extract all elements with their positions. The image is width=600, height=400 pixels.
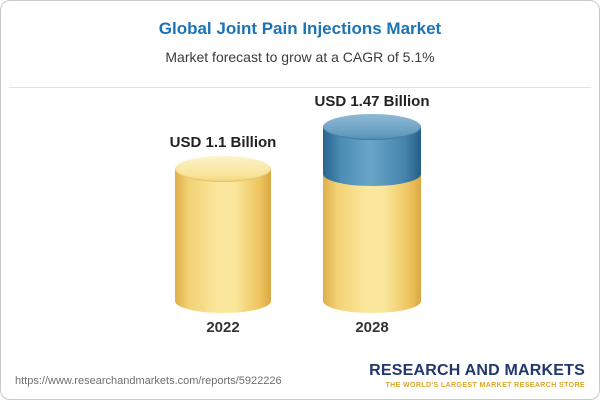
chart-subtitle: Market forecast to grow at a CAGR of 5.1… <box>165 49 435 65</box>
bar-2022-cylinder <box>175 156 271 313</box>
value-label-2022: USD 1.1 Billion <box>169 134 277 151</box>
chart-title: Global Joint Pain Injections Market <box>158 19 442 38</box>
bar-2028-cylinder <box>323 114 421 313</box>
bar-2022-top-cap <box>175 156 271 182</box>
header-divider <box>9 87 591 88</box>
category-label-2028: 2028 <box>355 319 389 336</box>
value-label-2028: USD 1.47 Billion <box>314 93 430 110</box>
bar-2022-body <box>175 169 271 313</box>
logo-text: RESEARCH AND MARKETS <box>369 362 585 379</box>
bar-2028-growth-segment <box>323 114 421 186</box>
chart-area: USD 1.1 Billion USD 1.47 Billion <box>1 88 599 314</box>
bar-2028-top-cap <box>323 114 421 140</box>
research-and-markets-logo: RESEARCH AND MARKETS THE WORLD'S LARGEST… <box>369 362 585 389</box>
logo-tagline: THE WORLD'S LARGEST MARKET RESEARCH STOR… <box>385 382 585 389</box>
report-url: https://www.researchandmarkets.com/repor… <box>15 375 282 387</box>
category-label-2022: 2022 <box>206 319 240 336</box>
